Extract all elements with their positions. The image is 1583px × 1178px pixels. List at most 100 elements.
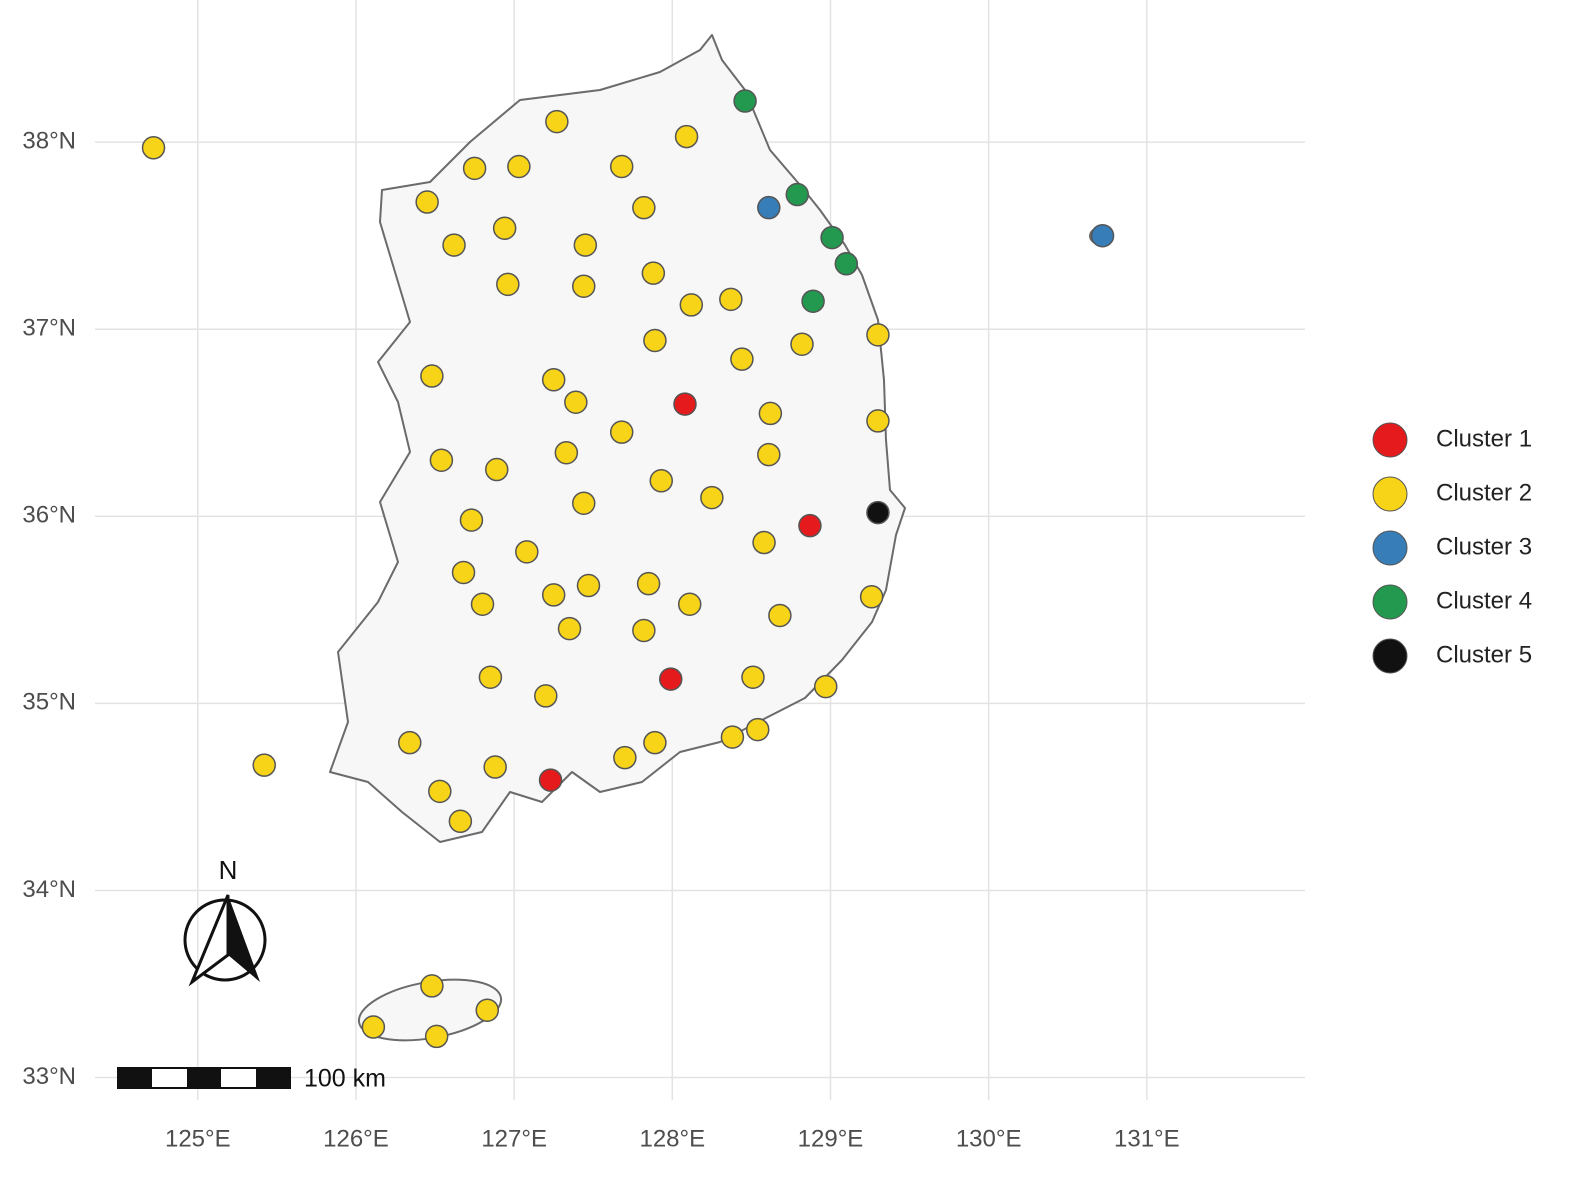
y-tick-label: 34°N [22, 876, 76, 903]
legend-label: Cluster 3 [1436, 533, 1532, 560]
point [733, 89, 757, 113]
point [643, 730, 667, 755]
point [459, 508, 484, 532]
point [790, 332, 814, 356]
point [252, 753, 276, 777]
point [673, 392, 697, 416]
y-tick-label: 38°N [22, 128, 76, 155]
point [813, 674, 838, 699]
north-label: N [219, 855, 238, 885]
legend-label: Cluster 5 [1436, 641, 1532, 668]
point [758, 401, 783, 426]
point [507, 154, 531, 179]
point [866, 500, 890, 525]
north-arrow: N [183, 855, 267, 987]
point [571, 274, 596, 298]
x-tick-label: 130°E [956, 1125, 1022, 1152]
point [398, 730, 422, 755]
point [470, 592, 495, 617]
legend-label: Cluster 2 [1436, 479, 1532, 506]
point [541, 368, 566, 392]
point [424, 1024, 449, 1049]
point [677, 592, 702, 617]
points [141, 89, 1115, 1049]
axis-labels: 125°E 126°E 127°E 128°E 129°E 130°E 131°E 33°N 3… [22, 128, 1179, 1153]
point [674, 124, 699, 149]
legend-swatch [1372, 530, 1408, 566]
point [428, 779, 452, 804]
point [757, 442, 781, 467]
point [483, 755, 507, 779]
x-tick-label: 128°E [639, 1125, 705, 1152]
point [658, 667, 683, 691]
point [462, 156, 487, 181]
point [632, 618, 656, 643]
point [859, 585, 884, 609]
point [801, 289, 825, 313]
point [420, 974, 444, 998]
point [641, 261, 666, 285]
point [557, 616, 582, 641]
scale-bar: 100 km [117, 1065, 386, 1093]
point [613, 745, 637, 770]
point [573, 233, 598, 257]
legend-swatch [1372, 476, 1408, 512]
legend: Cluster 1 Cluster 2 Cluster 3 Cluster 4 Clus… [1372, 422, 1532, 674]
point [609, 154, 634, 179]
point [636, 571, 661, 596]
point [768, 603, 792, 628]
y-tick-label: 35°N [22, 689, 76, 716]
point [475, 998, 500, 1022]
point [785, 182, 810, 207]
point [442, 233, 466, 257]
point [752, 530, 776, 555]
legend-swatch [1372, 422, 1408, 458]
legend-swatch [1372, 584, 1408, 620]
point [545, 109, 569, 134]
point [496, 272, 520, 297]
point [534, 684, 558, 708]
point [451, 560, 476, 585]
scale-label: 100 km [304, 1065, 386, 1093]
legend-label: Cluster 4 [1436, 587, 1532, 614]
point [820, 225, 844, 250]
point [757, 195, 781, 220]
point [632, 195, 656, 220]
point [478, 665, 503, 689]
point [745, 717, 770, 742]
point [571, 491, 596, 515]
y-tick-label: 33°N [22, 1063, 76, 1090]
x-tick-label: 131°E [1114, 1125, 1180, 1152]
point [679, 293, 704, 317]
point [541, 583, 566, 607]
point [361, 1015, 386, 1039]
point [730, 347, 754, 371]
y-tick-label: 37°N [22, 315, 76, 342]
point [649, 469, 673, 493]
point [515, 540, 539, 564]
x-tick-label: 126°E [323, 1125, 389, 1152]
point [719, 287, 743, 312]
point [141, 136, 166, 160]
x-tick-label: 129°E [798, 1125, 864, 1152]
point [798, 513, 822, 538]
point [866, 323, 890, 347]
point [429, 448, 454, 472]
point [420, 364, 444, 388]
point [564, 390, 588, 414]
point [576, 573, 601, 598]
y-tick-label: 36°N [22, 502, 76, 529]
point [554, 440, 579, 465]
legend-label: Cluster 1 [1436, 425, 1532, 452]
point [448, 809, 473, 834]
point [866, 409, 890, 433]
x-tick-label: 127°E [481, 1125, 547, 1152]
point [834, 252, 859, 276]
x-tick-label: 125°E [165, 1125, 231, 1152]
point [700, 485, 724, 510]
point [538, 768, 563, 792]
point [492, 216, 517, 240]
point [485, 457, 509, 482]
